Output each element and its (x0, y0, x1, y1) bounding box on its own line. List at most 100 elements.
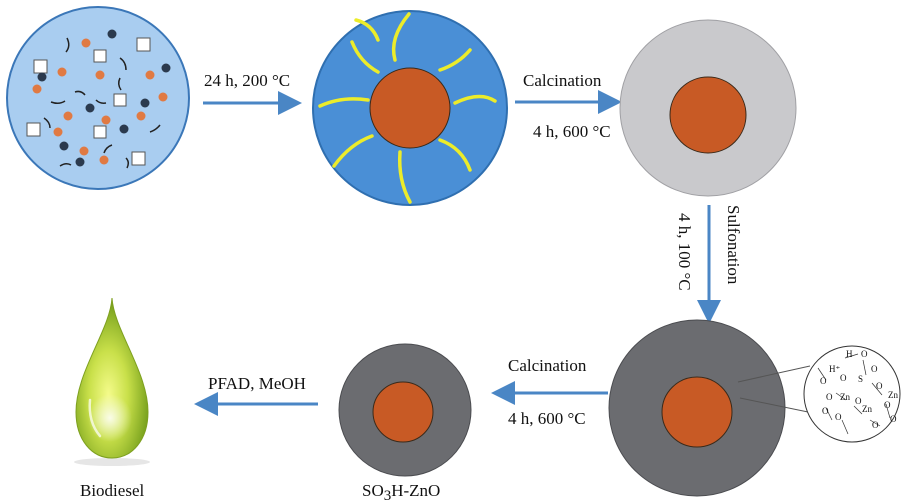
inset-atom: O (840, 373, 847, 383)
white-square-particle (26, 122, 41, 137)
step-calcination-1: Calcination 4 h, 600 °C (515, 71, 622, 141)
sulfonated-core-shell (608, 319, 811, 497)
fiber-strand (74, 90, 86, 96)
intermediate-core-shell (312, 10, 508, 206)
orange-particle (99, 155, 109, 165)
step-hydrothermal: 24 h, 200 °C (203, 71, 302, 115)
inset-atom: O (820, 376, 827, 386)
inset-atom: O (872, 420, 879, 430)
orange-particle (57, 67, 67, 77)
white-square-particle (93, 125, 107, 139)
catalyst-label-subscript: 3 (384, 488, 392, 502)
fiber-strand (65, 37, 70, 53)
inset-atom: O (855, 396, 862, 406)
dark-particle (59, 141, 69, 151)
inset-atom: H⁺ (829, 364, 840, 374)
zoom-callout-line (737, 365, 811, 383)
bond-line (835, 392, 847, 401)
step-esterification: PFAD, MeOH (194, 374, 318, 416)
orange-particle (145, 70, 155, 80)
bond-line (869, 419, 881, 427)
inset-atom: O (822, 406, 829, 416)
orange-core (372, 381, 434, 443)
bond-line (862, 359, 867, 376)
inset-atom: Zn (862, 404, 872, 414)
hydrothermal-condition-label: 24 h, 200 °C (204, 71, 290, 90)
dark-particle (107, 29, 117, 39)
inset-bonds (817, 353, 891, 435)
orange-particle (158, 92, 168, 102)
step-sulfonation: 4 h, 100 °C Sulfonation (675, 205, 743, 324)
white-square-particle (33, 59, 48, 74)
yellow-strand (318, 97, 370, 108)
orange-particle (81, 38, 91, 48)
yellow-strand (350, 40, 380, 74)
dark-particle (140, 98, 150, 108)
yellow-strand (453, 94, 497, 105)
inset-atom: O (884, 400, 891, 410)
calcination-label-1: Calcination (523, 71, 602, 90)
sulfonation-condition-label: 4 h, 100 °C (675, 213, 694, 291)
fiber-strand (119, 57, 127, 71)
precursor-solution (6, 6, 190, 190)
inset-atom: O (876, 381, 883, 391)
inset-atom: Zn (888, 390, 898, 400)
orange-core (669, 76, 747, 154)
sulfonation-label: Sulfonation (724, 205, 743, 285)
fiber-strand (117, 77, 122, 91)
yellow-strand (438, 138, 472, 172)
zoom-callout-line (739, 397, 809, 413)
orange-particle (32, 84, 42, 94)
inset-atom: O (826, 392, 833, 402)
inset-atoms: H⁺ H O O S O O O Zn O O Zn O Zn O O O O (820, 349, 898, 430)
fiber-strand (125, 157, 130, 169)
fiber-strand (50, 100, 66, 105)
bond-line (885, 403, 891, 419)
yellow-strand (438, 48, 472, 72)
fiber-strand (103, 144, 113, 154)
inset-atom: O (835, 412, 842, 422)
white-square-particle (136, 37, 151, 52)
yellow-strand (354, 18, 380, 42)
yellow-strand (397, 150, 412, 204)
biodiesel-drop: Biodiesel (74, 297, 150, 500)
bond-line (844, 353, 859, 359)
calcination-condition-label-2: 4 h, 600 °C (508, 409, 586, 428)
inset-atom: O (871, 364, 878, 374)
orange-particle (95, 70, 105, 80)
drop-highlight (88, 394, 132, 442)
orange-particle (101, 115, 111, 125)
orange-particle (63, 111, 73, 121)
calcination-label-2: Calcination (508, 356, 587, 375)
fiber-strand (59, 162, 72, 167)
inset-circle (803, 345, 901, 443)
calcination-condition-label-1: 4 h, 600 °C (533, 122, 611, 141)
orange-particle (53, 127, 63, 137)
catalyst-label-suffix: H-ZnO (391, 481, 440, 500)
fiber-strand (149, 124, 161, 133)
yellow-strand (332, 134, 374, 168)
catalyst-particle: SO3H-ZnO (338, 343, 472, 502)
dark-particle (85, 103, 95, 113)
drop-shadow (74, 458, 150, 466)
fiber-strand (95, 99, 107, 104)
yellow-strands (318, 12, 497, 204)
calcined-core-shell (619, 19, 797, 197)
orange-core (661, 376, 733, 448)
drop-shine (88, 398, 102, 438)
dark-particle (119, 124, 129, 134)
orange-particle (136, 111, 146, 121)
dispersed-particles (26, 29, 171, 169)
catalyst-label-prefix: SO (362, 481, 384, 500)
inset-atom: O (890, 414, 897, 424)
catalyst-label: SO3H-ZnO (362, 481, 440, 502)
fiber-strand (43, 117, 51, 129)
bond-line (853, 405, 863, 415)
bond-line (871, 382, 883, 396)
white-square-particle (93, 49, 107, 63)
dark-particle (75, 157, 85, 167)
biodiesel-label: Biodiesel (80, 481, 144, 500)
inset-atom: Zn (840, 392, 850, 402)
inset-atom: S (858, 374, 863, 384)
